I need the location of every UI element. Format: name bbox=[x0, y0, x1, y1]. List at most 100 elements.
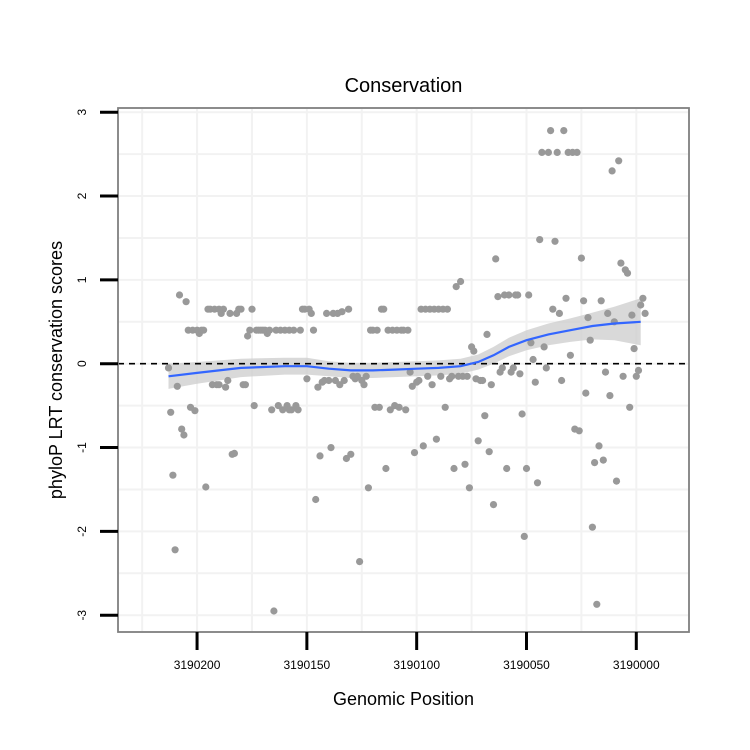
data-point bbox=[452, 283, 460, 291]
data-point bbox=[338, 308, 346, 316]
panel-border bbox=[117, 107, 690, 633]
data-point bbox=[375, 403, 383, 411]
data-point bbox=[509, 364, 517, 372]
data-point bbox=[608, 167, 616, 175]
data-point bbox=[432, 435, 440, 443]
data-point bbox=[628, 311, 636, 319]
data-point bbox=[164, 364, 173, 372]
data-point bbox=[555, 309, 564, 317]
data-point bbox=[373, 326, 381, 334]
data-point bbox=[250, 402, 258, 410]
data-point bbox=[623, 269, 632, 277]
data-point bbox=[173, 382, 181, 390]
data-point bbox=[202, 483, 210, 491]
y-tick-label: -1 bbox=[75, 442, 89, 453]
data-point bbox=[169, 471, 177, 479]
data-point bbox=[290, 326, 298, 334]
data-point bbox=[612, 477, 621, 485]
data-point bbox=[494, 293, 502, 301]
data-point bbox=[424, 372, 432, 380]
data-point bbox=[637, 301, 645, 309]
data-point bbox=[531, 378, 539, 386]
data-point bbox=[200, 326, 208, 334]
data-point bbox=[542, 364, 550, 372]
data-point bbox=[340, 376, 348, 385]
data-point bbox=[634, 366, 643, 374]
data-point bbox=[573, 148, 581, 156]
data-point bbox=[270, 607, 278, 615]
data-point bbox=[595, 442, 603, 450]
data-point bbox=[562, 294, 570, 302]
y-tick-label: -3 bbox=[75, 610, 89, 621]
data-point bbox=[586, 336, 594, 344]
data-point bbox=[498, 364, 506, 372]
data-point bbox=[241, 381, 249, 389]
data-point bbox=[540, 343, 548, 351]
data-point bbox=[481, 412, 489, 420]
data-point bbox=[551, 237, 559, 245]
data-point bbox=[547, 127, 555, 135]
data-point bbox=[437, 372, 445, 380]
data-point bbox=[224, 376, 232, 385]
data-point bbox=[606, 392, 614, 400]
x-tick-label: 3190200 bbox=[174, 658, 221, 672]
data-point bbox=[175, 291, 184, 299]
data-point bbox=[527, 339, 535, 347]
data-point bbox=[617, 259, 625, 267]
data-point bbox=[222, 383, 230, 391]
x-tick-label: 3190000 bbox=[613, 658, 660, 672]
y-tick-label: 0 bbox=[75, 360, 89, 367]
data-point bbox=[309, 326, 318, 334]
data-point bbox=[296, 326, 304, 334]
data-point bbox=[457, 277, 465, 286]
data-point bbox=[347, 450, 355, 458]
data-point bbox=[441, 403, 449, 411]
smooth-line bbox=[168, 320, 641, 378]
data-point bbox=[345, 305, 353, 313]
data-point bbox=[303, 375, 311, 383]
data-point bbox=[327, 444, 335, 452]
x-tick-label: 3190050 bbox=[503, 658, 550, 672]
data-point bbox=[248, 305, 256, 313]
data-point bbox=[244, 332, 252, 340]
x-axis-title: Genomic Position bbox=[333, 689, 474, 709]
data-point bbox=[489, 501, 498, 509]
grid-lines bbox=[118, 108, 689, 632]
data-point bbox=[380, 305, 388, 313]
data-point bbox=[285, 406, 293, 414]
data-point bbox=[215, 305, 223, 313]
data-point bbox=[314, 383, 322, 391]
data-point bbox=[487, 381, 495, 389]
data-point bbox=[593, 600, 601, 608]
data-point bbox=[522, 464, 531, 473]
data-point bbox=[325, 376, 333, 385]
data-point bbox=[450, 464, 458, 473]
y-axis: -3 -2 -1 0 1 2 3 bbox=[75, 109, 118, 621]
data-point bbox=[597, 297, 605, 305]
data-point bbox=[503, 464, 511, 473]
chart-title: Conservation bbox=[345, 75, 463, 97]
data-point bbox=[171, 546, 179, 554]
data-point bbox=[410, 449, 419, 457]
data-point bbox=[560, 127, 568, 135]
data-point bbox=[639, 294, 647, 302]
data-point bbox=[525, 291, 533, 299]
x-axis: 3190200 3190150 3190100 3190050 3190000 bbox=[174, 632, 660, 672]
data-point bbox=[395, 403, 403, 411]
data-point bbox=[191, 407, 199, 415]
data-point bbox=[448, 372, 456, 380]
data-point bbox=[516, 370, 524, 378]
data-point bbox=[226, 309, 234, 317]
data-point bbox=[558, 376, 566, 385]
data-point bbox=[544, 148, 553, 156]
data-point bbox=[362, 372, 370, 380]
y-tick-label: 1 bbox=[75, 276, 89, 283]
data-point bbox=[518, 410, 526, 418]
data-point bbox=[237, 305, 245, 313]
data-point bbox=[265, 326, 274, 334]
data-point bbox=[402, 406, 410, 414]
data-point bbox=[630, 345, 638, 353]
data-point bbox=[474, 437, 482, 445]
data-point bbox=[167, 408, 175, 416]
data-point bbox=[470, 347, 478, 355]
